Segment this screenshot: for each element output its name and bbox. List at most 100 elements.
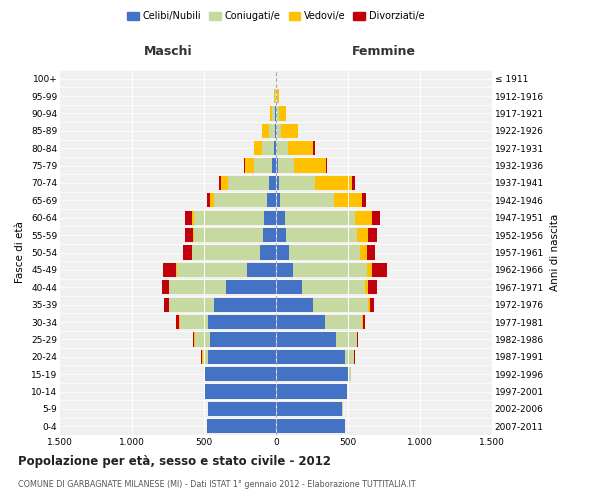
Bar bbox=[229, 176, 269, 190]
Bar bbox=[277, 141, 287, 156]
Bar bbox=[193, 210, 194, 225]
Bar bbox=[276, 210, 284, 225]
Bar bbox=[276, 246, 289, 260]
Bar bbox=[269, 124, 275, 138]
Text: Maschi: Maschi bbox=[143, 45, 193, 58]
Bar bbox=[284, 210, 355, 225]
Text: COMUNE DI GARBAGNATE MILANESE (MI) - Dati ISTAT 1° gennaio 2012 - Elaborazione T: COMUNE DI GARBAGNATE MILANESE (MI) - Dat… bbox=[18, 480, 416, 489]
Bar bbox=[334, 193, 362, 208]
Bar bbox=[294, 158, 326, 172]
Bar bbox=[276, 384, 347, 398]
Bar bbox=[274, 141, 276, 156]
Bar bbox=[193, 228, 194, 242]
Bar bbox=[293, 263, 367, 277]
Bar bbox=[286, 228, 356, 242]
Bar bbox=[354, 350, 355, 364]
Bar bbox=[176, 263, 247, 277]
Bar bbox=[262, 141, 274, 156]
Bar bbox=[245, 158, 254, 172]
Bar bbox=[192, 246, 193, 260]
Bar bbox=[326, 158, 327, 172]
Bar bbox=[367, 263, 373, 277]
Bar bbox=[363, 315, 365, 329]
Bar bbox=[325, 315, 362, 329]
Bar bbox=[276, 141, 277, 156]
Bar bbox=[260, 246, 276, 260]
Bar bbox=[263, 228, 276, 242]
Bar bbox=[161, 280, 169, 294]
Bar bbox=[362, 193, 366, 208]
Bar bbox=[368, 298, 370, 312]
Bar bbox=[276, 332, 337, 346]
Bar bbox=[169, 280, 226, 294]
Bar bbox=[356, 332, 358, 346]
Bar bbox=[272, 158, 276, 172]
Bar bbox=[315, 176, 352, 190]
Bar bbox=[202, 350, 203, 364]
Bar bbox=[355, 210, 373, 225]
Bar bbox=[163, 263, 176, 277]
Bar bbox=[204, 367, 205, 382]
Bar bbox=[169, 298, 214, 312]
Bar bbox=[208, 402, 276, 416]
Bar bbox=[207, 193, 210, 208]
Bar bbox=[277, 89, 279, 103]
Bar bbox=[277, 106, 279, 120]
Bar bbox=[185, 210, 193, 225]
Bar bbox=[244, 158, 245, 172]
Bar bbox=[302, 280, 365, 294]
Bar bbox=[221, 176, 229, 190]
Bar bbox=[313, 141, 315, 156]
Bar bbox=[269, 176, 276, 190]
Bar bbox=[276, 193, 280, 208]
Bar bbox=[194, 210, 265, 225]
Bar bbox=[214, 193, 268, 208]
Bar bbox=[193, 332, 194, 346]
Bar bbox=[247, 263, 276, 277]
Text: Popolazione per età, sesso e stato civile - 2012: Popolazione per età, sesso e stato civil… bbox=[18, 455, 331, 468]
Bar bbox=[208, 315, 276, 329]
Bar bbox=[356, 228, 368, 242]
Bar bbox=[203, 350, 208, 364]
Bar bbox=[313, 298, 368, 312]
Bar bbox=[362, 315, 363, 329]
Bar bbox=[179, 315, 208, 329]
Bar bbox=[176, 315, 179, 329]
Bar bbox=[201, 350, 202, 364]
Bar bbox=[289, 246, 359, 260]
Bar bbox=[205, 367, 276, 382]
Bar bbox=[276, 402, 342, 416]
Bar bbox=[265, 210, 276, 225]
Bar bbox=[348, 367, 351, 382]
Y-axis label: Anni di nascita: Anni di nascita bbox=[550, 214, 560, 291]
Bar bbox=[254, 158, 272, 172]
Bar bbox=[365, 280, 368, 294]
Bar bbox=[276, 158, 278, 172]
Bar bbox=[345, 350, 354, 364]
Bar bbox=[368, 228, 377, 242]
Bar bbox=[226, 280, 276, 294]
Bar bbox=[359, 246, 367, 260]
Text: Femmine: Femmine bbox=[352, 45, 416, 58]
Bar bbox=[210, 332, 276, 346]
Bar bbox=[254, 141, 262, 156]
Bar bbox=[373, 263, 387, 277]
Bar bbox=[274, 89, 275, 103]
Bar bbox=[207, 419, 276, 434]
Bar bbox=[194, 332, 196, 346]
Bar bbox=[262, 124, 269, 138]
Y-axis label: Fasce di età: Fasce di età bbox=[16, 222, 25, 284]
Bar bbox=[275, 89, 276, 103]
Bar bbox=[210, 193, 214, 208]
Bar bbox=[205, 384, 276, 398]
Bar bbox=[276, 298, 313, 312]
Bar bbox=[272, 106, 275, 120]
Bar bbox=[164, 298, 169, 312]
Bar bbox=[276, 350, 345, 364]
Bar bbox=[194, 228, 263, 242]
Bar bbox=[368, 280, 377, 294]
Bar bbox=[219, 176, 221, 190]
Bar bbox=[276, 106, 277, 120]
Bar bbox=[208, 350, 276, 364]
Bar bbox=[275, 106, 276, 120]
